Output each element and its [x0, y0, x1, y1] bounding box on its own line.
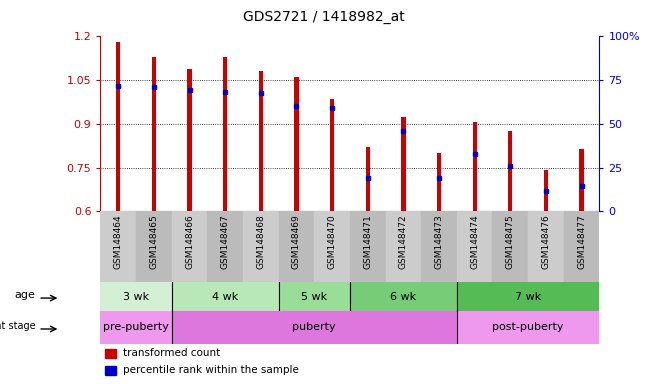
Text: GSM148471: GSM148471 [364, 214, 372, 269]
Text: 7 wk: 7 wk [515, 291, 541, 302]
Text: post-puberty: post-puberty [492, 322, 564, 333]
Bar [106, 366, 117, 375]
Text: 4 wk: 4 wk [212, 291, 238, 302]
Text: GSM148466: GSM148466 [185, 214, 194, 269]
Text: age: age [14, 290, 35, 300]
Bar [243, 211, 279, 282]
Bar [437, 153, 441, 211]
Bar [457, 282, 599, 311]
Text: puberty: puberty [292, 322, 336, 333]
Bar [100, 282, 172, 311]
Bar [314, 211, 350, 282]
Bar [401, 117, 406, 211]
Bar [421, 211, 457, 282]
Bar [386, 211, 421, 282]
Bar [259, 71, 263, 211]
Text: 6 wk: 6 wk [390, 291, 417, 302]
Bar [279, 282, 350, 311]
Bar [207, 211, 243, 282]
Bar [544, 170, 548, 211]
Text: GSM148474: GSM148474 [470, 214, 479, 269]
Bar [100, 311, 172, 344]
Bar [350, 282, 457, 311]
Text: 3 wk: 3 wk [123, 291, 149, 302]
Bar [492, 211, 528, 282]
Bar [100, 211, 136, 282]
Text: GSM148468: GSM148468 [257, 214, 265, 269]
Bar [172, 311, 457, 344]
Text: GSM148475: GSM148475 [506, 214, 515, 269]
Bar [528, 211, 564, 282]
Text: GSM148473: GSM148473 [435, 214, 443, 269]
Bar [152, 57, 156, 211]
Bar [457, 211, 492, 282]
Bar [350, 211, 386, 282]
Bar [223, 57, 227, 211]
Bar [472, 122, 477, 211]
Bar [279, 211, 314, 282]
Bar [579, 149, 584, 211]
Bar [172, 282, 279, 311]
Text: GSM148476: GSM148476 [542, 214, 550, 269]
Bar [187, 68, 192, 211]
Text: GSM148467: GSM148467 [221, 214, 229, 269]
Text: transformed count: transformed count [123, 348, 220, 358]
Text: GDS2721 / 1418982_at: GDS2721 / 1418982_at [243, 10, 405, 23]
Bar [508, 131, 513, 211]
Text: development stage: development stage [0, 321, 35, 331]
Bar [330, 99, 334, 211]
Text: GSM148470: GSM148470 [328, 214, 336, 269]
Text: GSM148472: GSM148472 [399, 214, 408, 269]
Text: GSM148477: GSM148477 [577, 214, 586, 269]
Text: GSM148465: GSM148465 [150, 214, 158, 269]
Bar [106, 349, 117, 358]
Bar [457, 311, 599, 344]
Bar [365, 147, 370, 211]
Text: GSM148464: GSM148464 [114, 214, 122, 269]
Bar [136, 211, 172, 282]
Text: 5 wk: 5 wk [301, 291, 327, 302]
Text: GSM148469: GSM148469 [292, 214, 301, 269]
Bar [564, 211, 599, 282]
Text: percentile rank within the sample: percentile rank within the sample [123, 365, 299, 375]
Bar [116, 42, 121, 211]
Bar [172, 211, 207, 282]
Bar [294, 77, 299, 211]
Text: pre-puberty: pre-puberty [103, 322, 169, 333]
